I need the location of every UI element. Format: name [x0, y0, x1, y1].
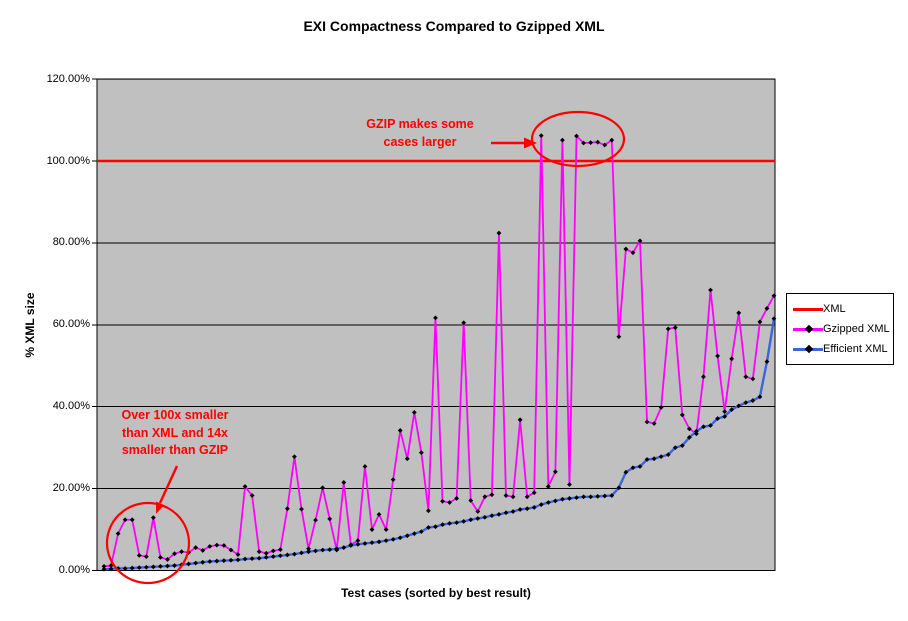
legend-label: Efficient XML: [823, 343, 888, 355]
ellipse-exi-smaller: [105, 501, 191, 585]
y-tick-label: 100.00%: [46, 154, 90, 167]
annotation-line: smaller than GZIP: [121, 443, 229, 457]
legend-entry-gzipped-xml: Gzipped XML: [793, 319, 890, 339]
y-tick-label: 20.00%: [52, 482, 90, 495]
arrow-gzip-larger-head: [524, 137, 537, 149]
annotation-exi-smaller: Over 100x smaller than XML and 14x smaller…: [108, 407, 242, 460]
legend-line-swatch: [793, 299, 823, 319]
y-tick-label: 40.00%: [52, 400, 90, 413]
y-tick-label: 120.00%: [46, 72, 90, 85]
y-tick-label: 0.00%: [58, 564, 90, 576]
annotation-line: GZIP makes some: [366, 117, 474, 131]
arrow-exi-smaller-shaft: [158, 465, 179, 504]
annotation-gzip-larger: GZIP makes some cases larger: [352, 116, 488, 151]
x-axis-title: Test cases (sorted by best result): [341, 586, 531, 600]
legend-entry-xml: XML: [793, 299, 889, 319]
y-tick-label: 60.00%: [52, 318, 90, 331]
legend-line-swatch: [793, 339, 823, 359]
annotation-line: cases larger: [383, 134, 457, 149]
arrow-exi-smaller-head: [156, 501, 165, 514]
legend-label: XML: [823, 303, 846, 315]
legend-label: Gzipped XML: [823, 323, 890, 335]
ellipse-gzip-larger: [530, 110, 626, 168]
legend: XML Gzipped XML Efficient XML: [786, 293, 894, 365]
annotation-line: than XML and 14x: [121, 425, 229, 440]
diamond-marker-icon: [804, 344, 814, 354]
chart-title: EXI Compactness Compared to Gzipped XML: [303, 18, 605, 34]
y-tick-label: 80.00%: [52, 236, 90, 249]
legend-entry-efficient-xml: Efficient XML: [793, 339, 889, 359]
legend-line-swatch: [793, 319, 823, 339]
diamond-marker-icon: [804, 324, 814, 334]
annotation-line: Over 100x smaller: [121, 408, 229, 422]
